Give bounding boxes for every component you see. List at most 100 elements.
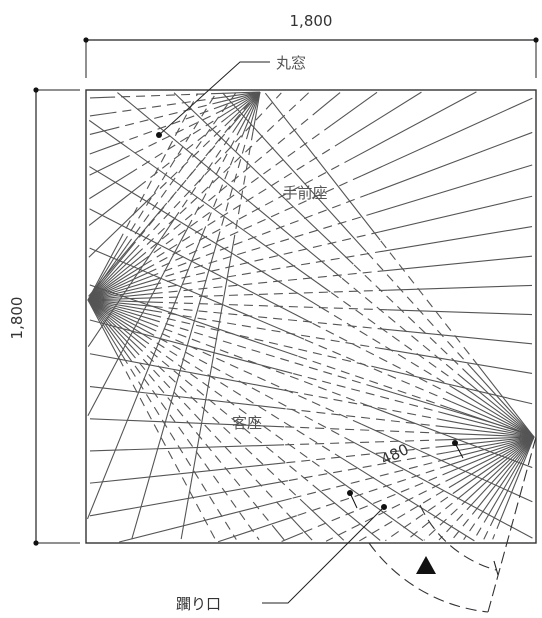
ray-line (87, 299, 154, 308)
ray-line (89, 418, 285, 428)
ray-line (244, 91, 261, 130)
ray-line (89, 353, 289, 392)
ray-line (380, 367, 533, 405)
ray-line (175, 124, 239, 217)
ray-line (220, 91, 261, 94)
round-window-leader (156, 61, 270, 138)
ray-line (87, 299, 127, 355)
ray-line (88, 206, 165, 297)
ray-line (89, 319, 293, 374)
ray-line (296, 464, 449, 517)
ray-line (386, 255, 533, 272)
ray-line (456, 389, 535, 438)
ray-line (143, 140, 343, 266)
ray-line (87, 251, 134, 301)
ray-line (472, 436, 535, 504)
ray-line (89, 112, 112, 117)
ray-line (233, 91, 261, 123)
ray-line (386, 328, 533, 345)
door-swing (368, 436, 537, 613)
ray-line (89, 142, 120, 155)
ray-line (302, 470, 452, 534)
ray-line (340, 277, 465, 381)
ray-line (88, 183, 143, 226)
ray-line (311, 322, 455, 397)
ray-line (87, 276, 150, 301)
ray-line (423, 498, 469, 541)
ray-line (180, 239, 235, 540)
ray-line (145, 157, 353, 270)
ray-line (153, 310, 385, 350)
ray-line (87, 299, 149, 328)
ray-line (482, 436, 535, 512)
ray-line (131, 236, 220, 540)
ray-line (150, 318, 376, 388)
ray-line (287, 452, 446, 482)
ray-line (87, 299, 120, 359)
ray-line (352, 441, 533, 539)
ray-line (132, 347, 294, 520)
ray-line (135, 344, 308, 506)
ray-line (87, 299, 137, 346)
ray-line (89, 385, 286, 410)
ray-line (319, 490, 381, 541)
ray-line (281, 532, 304, 542)
entrance-arrow-icon (416, 556, 436, 574)
ray-line (89, 247, 305, 340)
width-dimension-label: 1,800 (290, 12, 333, 30)
ray-line (228, 91, 261, 118)
ray-line (450, 401, 535, 438)
ray-line (87, 299, 147, 332)
ray-line (87, 299, 134, 349)
ray-line (145, 330, 353, 443)
ray-line (222, 91, 261, 107)
ray-line (118, 93, 199, 242)
ray-line (149, 193, 369, 278)
ray-line (117, 92, 342, 279)
ray-line (306, 92, 309, 95)
left-dimension (33, 87, 80, 546)
ray-line (492, 520, 501, 540)
ray-line (132, 92, 282, 253)
dimension-end-dot (533, 37, 539, 43)
ray-line (151, 119, 232, 197)
ray-line (223, 91, 261, 111)
dimension-end-dot (33, 540, 39, 546)
ray-line (230, 91, 261, 121)
ray-line (331, 474, 424, 542)
crawl-entrance-label: 躙り口 (176, 595, 221, 613)
dimension-end-dot (33, 87, 39, 93)
ray-line (319, 92, 341, 110)
ray-line (438, 502, 474, 541)
ray-line (153, 269, 387, 295)
ray-line (173, 92, 354, 265)
height-dimension-label: 1,800 (8, 297, 26, 340)
ray-line (445, 436, 535, 454)
ray-line (141, 124, 332, 262)
ray-line (221, 91, 261, 103)
ray-line (285, 445, 445, 464)
ray-line (87, 245, 127, 301)
ray-line (87, 280, 152, 301)
ray-line (320, 306, 458, 391)
ray-line (138, 108, 320, 259)
ray-line (150, 212, 376, 282)
ray-line (387, 309, 533, 316)
ray-line (153, 301, 388, 311)
ray-line (152, 314, 381, 369)
ray-line (129, 92, 258, 250)
ray-line (252, 91, 261, 132)
ray-line (87, 248, 131, 301)
ray-line (125, 353, 260, 541)
ray-line (87, 292, 154, 301)
ray-line (384, 488, 461, 542)
ray-line (87, 216, 177, 347)
ray-line (450, 436, 535, 472)
ray-line (87, 299, 153, 316)
ray-line (86, 230, 205, 520)
ray-fans (86, 91, 535, 543)
ray-line (87, 224, 191, 416)
ray-line (448, 436, 535, 466)
ray-line (87, 284, 153, 301)
ray-line (284, 426, 445, 434)
